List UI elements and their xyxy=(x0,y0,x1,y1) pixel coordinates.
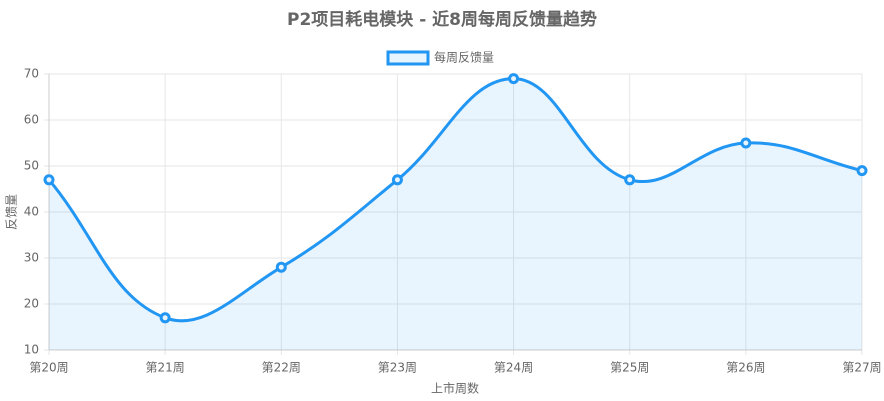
point xyxy=(391,174,403,186)
point xyxy=(740,137,752,149)
x-tick-label: 第24周 xyxy=(494,361,533,375)
x-tick-label: 第23周 xyxy=(378,361,417,375)
y-tick-label: 70 xyxy=(24,67,39,81)
y-tick-label: 40 xyxy=(24,205,39,219)
x-tick-label: 第27周 xyxy=(842,361,881,375)
x-tick-label: 第22周 xyxy=(262,361,301,375)
y-tick-label: 60 xyxy=(24,113,39,127)
point xyxy=(508,73,520,85)
x-tick-label: 第25周 xyxy=(610,361,649,375)
point xyxy=(275,261,287,273)
point xyxy=(856,165,868,177)
area xyxy=(49,78,862,350)
legend-swatch xyxy=(386,50,430,66)
y-tick-label: 20 xyxy=(24,297,39,311)
x-tick-label: 第26周 xyxy=(726,361,765,375)
y-tick-label: 10 xyxy=(24,343,39,357)
x-axis-label: 上市周数 xyxy=(431,381,479,396)
legend-label: 每周反馈量 xyxy=(434,50,494,65)
y-axis-label: 反馈量 xyxy=(5,194,19,230)
x-tick-label: 第21周 xyxy=(146,361,185,375)
point xyxy=(43,174,55,186)
point xyxy=(624,174,636,186)
chart-title: P2项目耗电模块 - 近8周每周反馈量趋势 xyxy=(287,9,597,30)
point xyxy=(159,312,171,324)
x-tick-label: 第20周 xyxy=(29,361,68,375)
y-tick-label: 50 xyxy=(24,159,39,173)
y-tick-label: 30 xyxy=(24,251,39,265)
